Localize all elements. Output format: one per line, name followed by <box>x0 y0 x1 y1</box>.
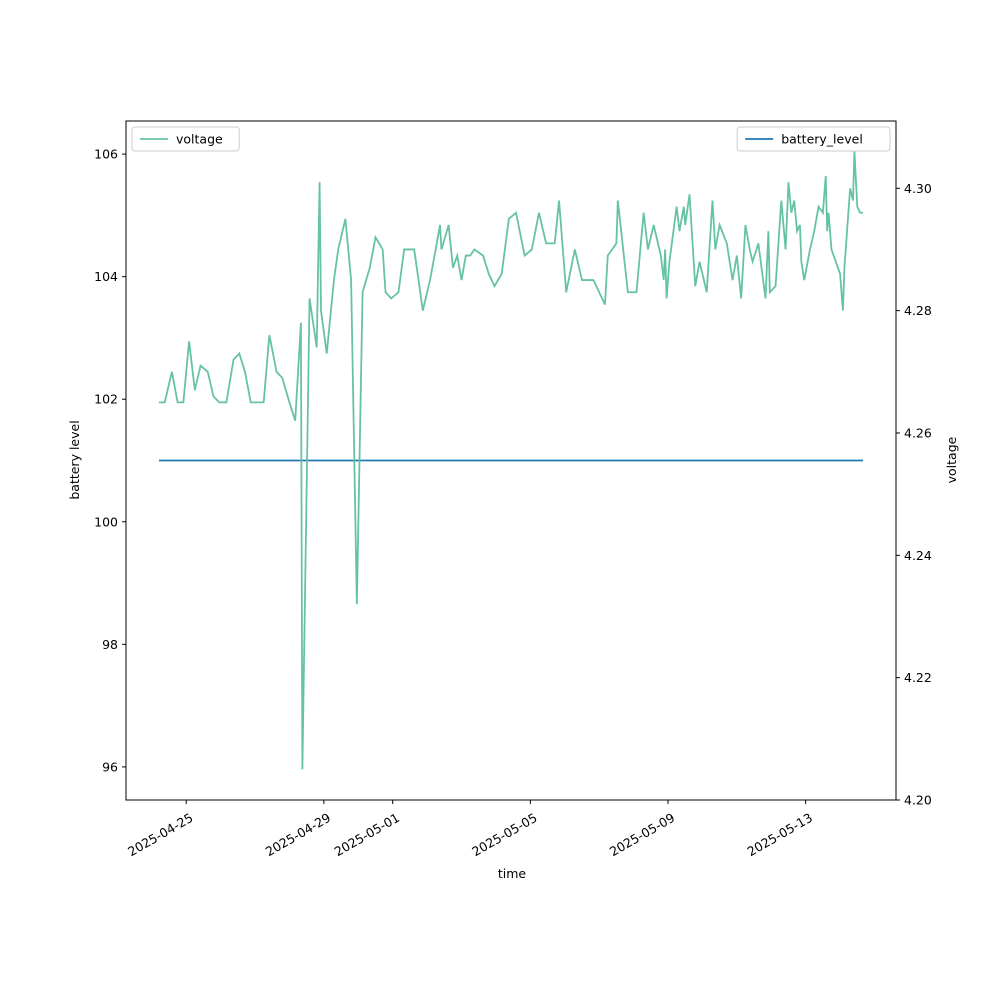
legend-label: voltage <box>176 132 223 147</box>
y2-tick-label: 4.20 <box>904 793 932 808</box>
x-tick-label: 2025-05-05 <box>469 810 539 859</box>
x-tick-label: 2025-04-29 <box>263 810 333 859</box>
y-tick-label: 96 <box>102 759 118 774</box>
plot-frame <box>125 120 897 801</box>
y2-tick-label: 4.30 <box>904 181 932 196</box>
legend: voltage <box>131 126 240 152</box>
x-tick-label: 2025-05-13 <box>745 810 815 859</box>
x-tick-label: 2025-04-25 <box>125 810 195 859</box>
y2-tick-label: 4.24 <box>904 548 932 563</box>
legend-label: battery_level <box>781 132 863 147</box>
y2-tick-label: 4.26 <box>904 425 932 440</box>
x-axis-label: time <box>498 866 527 881</box>
y-tick-label: 98 <box>102 637 118 652</box>
y-tick-label: 102 <box>94 392 118 407</box>
y2-tick-label: 4.28 <box>904 303 932 318</box>
y-tick-label: 104 <box>94 269 118 284</box>
y2-axis-label: voltage <box>944 436 959 483</box>
x-tick-label: 2025-05-09 <box>607 810 677 859</box>
legend-box <box>736 126 891 152</box>
y-tick-label: 100 <box>94 514 118 529</box>
legend: battery_level <box>736 126 891 152</box>
x-tick-label: 2025-05-01 <box>332 810 402 859</box>
y-tick-label: 106 <box>94 147 118 162</box>
series-line <box>158 151 864 770</box>
y-axis-label: battery level <box>67 420 82 499</box>
legend-box <box>131 126 240 152</box>
y2-tick-label: 4.22 <box>904 670 932 685</box>
